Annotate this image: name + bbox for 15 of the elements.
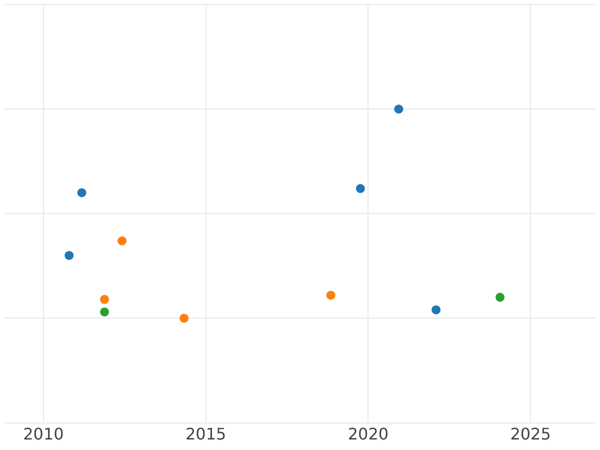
- point: [356, 184, 365, 194]
- point: [64, 250, 74, 260]
- point: [432, 305, 441, 314]
- point: [326, 290, 336, 300]
- point: [118, 236, 127, 246]
- x-tick-label: 2020: [348, 424, 389, 444]
- x-tick-label: 2010: [23, 424, 64, 444]
- point: [77, 188, 86, 198]
- x-tick-label: 2015: [185, 424, 226, 444]
- point: [100, 307, 110, 316]
- point: [180, 314, 189, 323]
- point: [100, 294, 110, 304]
- x-tick-label: 2025: [510, 424, 551, 444]
- point: [394, 104, 404, 114]
- point: [496, 292, 505, 302]
